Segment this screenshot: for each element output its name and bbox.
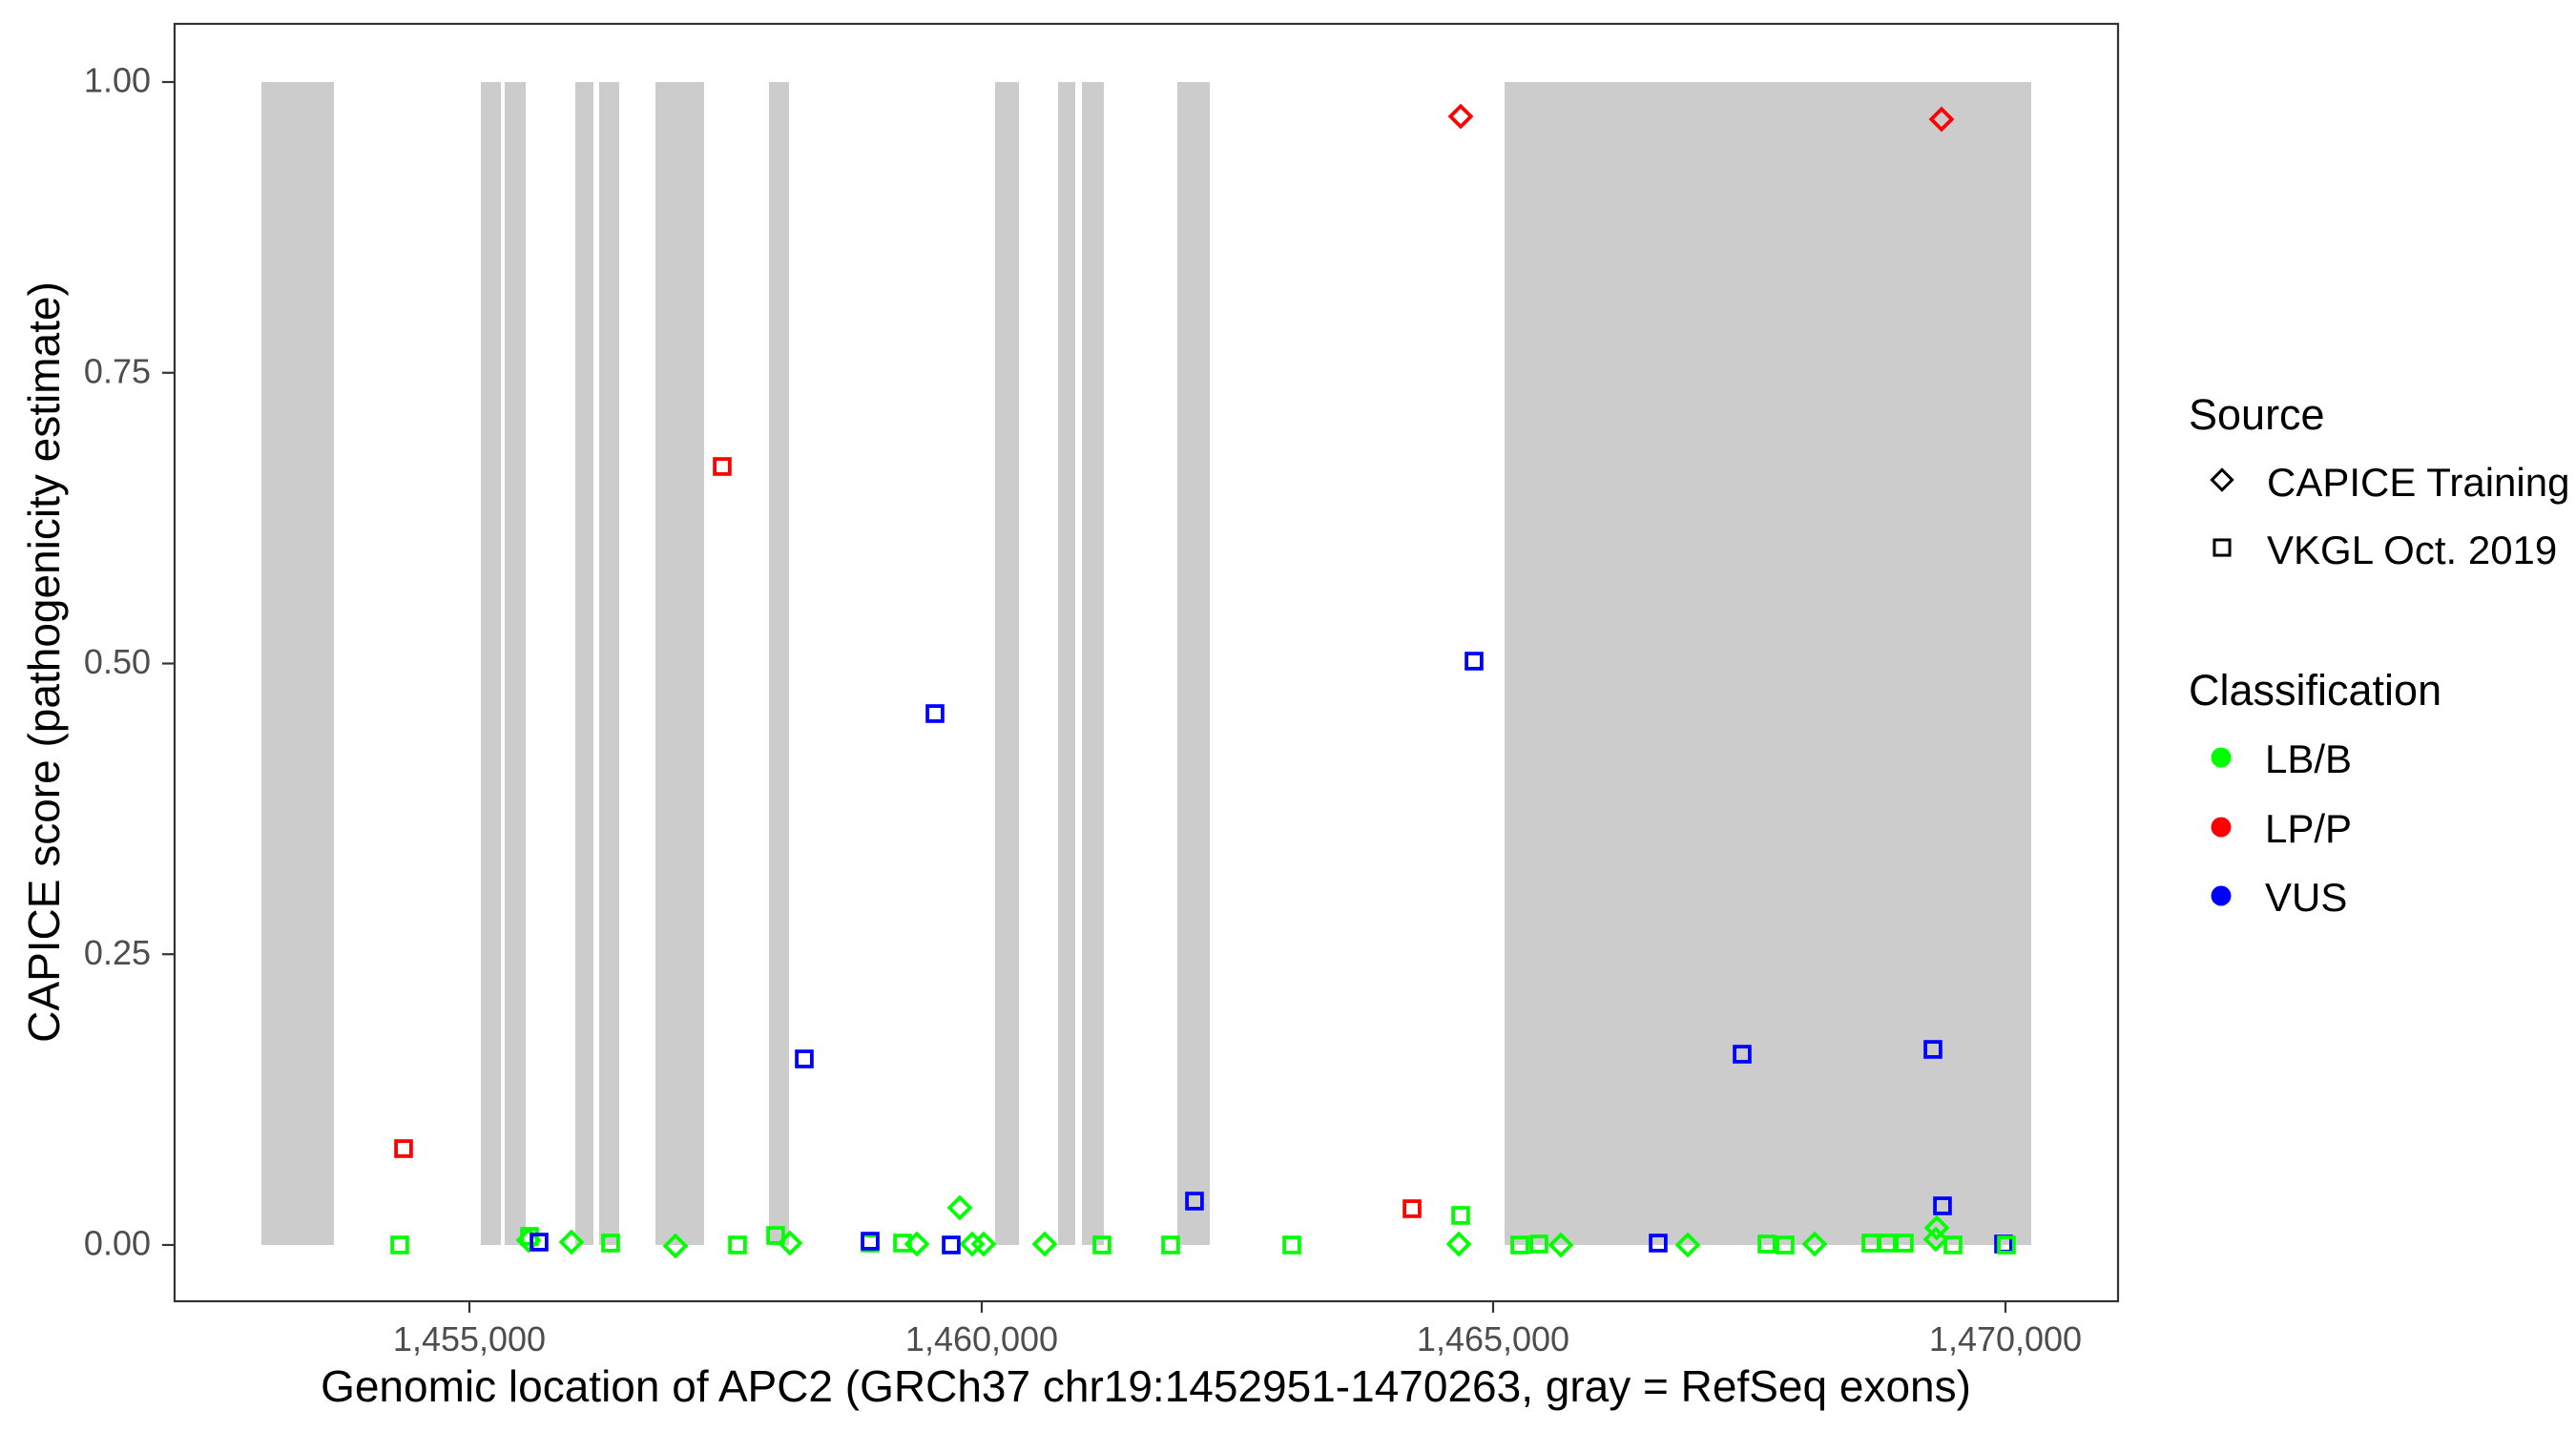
svg-text:0.25: 0.25 [84,933,151,972]
svg-text:Source: Source [2189,390,2325,439]
svg-text:CAPICE score (pathogenicity es: CAPICE score (pathogenicity estimate) [19,281,69,1043]
svg-text:1,465,000: 1,465,000 [1417,1319,1569,1358]
svg-text:VKGL Oct. 2019: VKGL Oct. 2019 [2267,528,2557,572]
svg-text:0.00: 0.00 [84,1224,151,1263]
svg-text:1,470,000: 1,470,000 [1929,1319,2082,1358]
svg-text:0.75: 0.75 [84,351,151,390]
svg-text:VUS: VUS [2265,875,2347,920]
svg-text:0.50: 0.50 [84,642,151,681]
svg-text:LP/P: LP/P [2265,806,2352,851]
svg-text:1,460,000: 1,460,000 [905,1319,1058,1358]
svg-text:Genomic location of APC2 (GRCh: Genomic location of APC2 (GRCh37 chr19:1… [321,1361,1971,1411]
svg-text:LB/B: LB/B [2265,736,2352,781]
svg-text:1.00: 1.00 [84,61,151,100]
svg-text:1,455,000: 1,455,000 [393,1319,546,1358]
svg-text:Classification: Classification [2189,666,2441,715]
svg-text:CAPICE Training: CAPICE Training [2267,460,2569,505]
